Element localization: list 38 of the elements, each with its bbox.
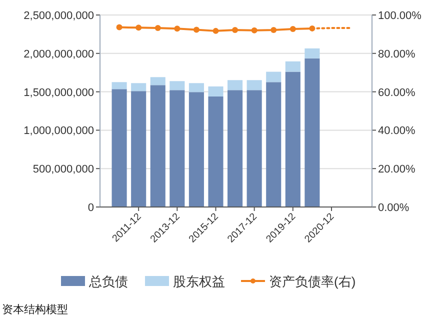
y2-tick-label: 60.00% [378,86,416,99]
bar [266,82,282,207]
legend-label: 总负债 [88,274,128,289]
bar [150,85,166,207]
y2-tick-label: 80.00% [378,48,416,60]
bar [304,58,320,207]
bar [131,91,146,207]
y-tick-label: 2,000,000,000 [24,48,94,60]
bar [246,90,262,207]
bar [285,61,300,72]
bar [228,80,243,90]
y-tick-label: 1,500,000,000 [24,86,94,99]
y-tick-label: 1,000,000,000 [24,125,94,138]
bar [246,80,262,90]
bar [208,96,224,207]
y2-tick-label: 40.00% [378,125,416,138]
bar [285,72,300,207]
y2-tick-label: 100.00% [378,10,422,22]
bar [112,89,127,207]
text: 资本结构模型 [2,303,68,316]
y-tick-label: 500,000,000 [32,164,94,176]
bar [304,48,320,58]
bar [131,83,146,92]
legend-label: 股东权益 [173,274,225,289]
bar [112,82,127,90]
bar [228,90,243,207]
y2-tick-label: 0.00% [378,202,410,214]
bar [188,92,204,207]
legend-label: 资产负债率(右) [269,274,356,289]
bar [150,77,166,86]
y-tick-label: 0 [88,202,94,214]
y2-tick-label: 20.00% [378,164,416,176]
bar [188,83,204,92]
bar [170,90,185,207]
bar [266,72,282,82]
y-tick-label: 2,500,000,000 [24,10,94,22]
bar [170,81,185,90]
bar [208,86,224,96]
